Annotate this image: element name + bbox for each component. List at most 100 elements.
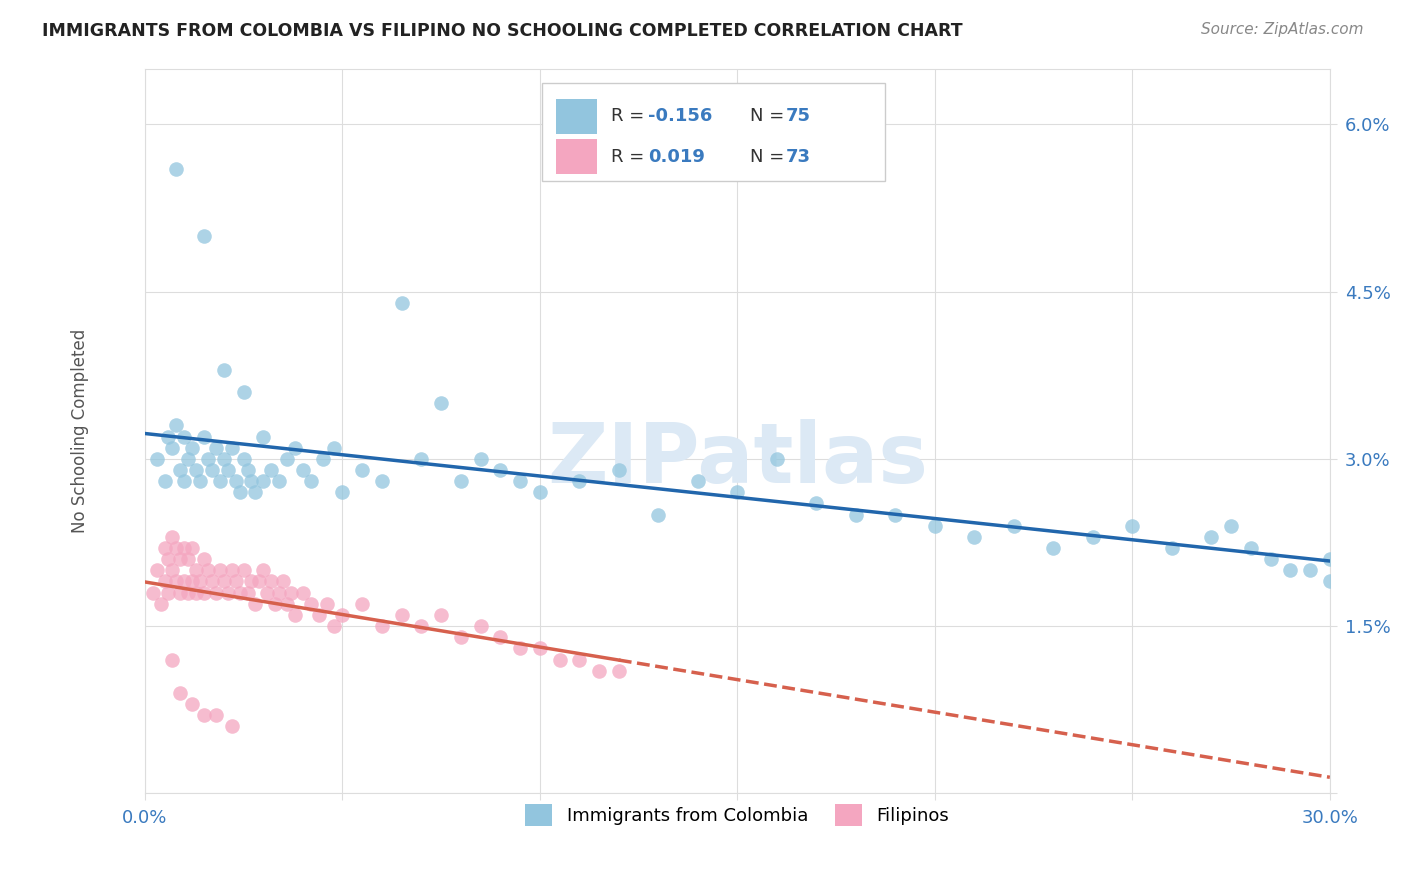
Point	[489, 630, 512, 644]
Point	[276, 597, 298, 611]
FancyBboxPatch shape	[541, 83, 886, 181]
Point	[391, 295, 413, 310]
Point	[181, 541, 204, 555]
Point	[1240, 541, 1263, 555]
Text: 73: 73	[786, 148, 811, 166]
Point	[228, 485, 250, 500]
Point	[240, 474, 263, 488]
Point	[450, 474, 472, 488]
Point	[284, 607, 307, 622]
Point	[529, 641, 551, 656]
Point	[245, 597, 267, 611]
Point	[165, 418, 187, 433]
Point	[430, 396, 453, 410]
Point	[157, 585, 180, 599]
Point	[430, 607, 453, 622]
Point	[588, 664, 610, 678]
Point	[225, 474, 247, 488]
Point	[686, 474, 709, 488]
Point	[766, 451, 789, 466]
FancyBboxPatch shape	[555, 139, 598, 174]
Text: N =: N =	[751, 107, 790, 126]
Point	[924, 518, 946, 533]
Point	[1042, 541, 1064, 555]
Point	[299, 597, 322, 611]
Point	[173, 429, 195, 443]
Point	[181, 574, 204, 589]
Point	[162, 563, 184, 577]
Point	[153, 474, 176, 488]
Point	[157, 552, 180, 566]
Point	[352, 597, 374, 611]
Text: 0.019: 0.019	[648, 148, 706, 166]
Point	[280, 585, 302, 599]
Point	[1121, 518, 1143, 533]
Text: N =: N =	[751, 148, 790, 166]
Y-axis label: No Schooling Completed: No Schooling Completed	[72, 329, 89, 533]
Point	[205, 585, 228, 599]
Point	[1299, 563, 1322, 577]
Point	[260, 574, 283, 589]
Point	[1279, 563, 1302, 577]
Point	[225, 574, 247, 589]
Point	[145, 563, 167, 577]
Point	[269, 474, 291, 488]
Point	[291, 463, 314, 477]
Point	[201, 463, 224, 477]
Point	[188, 474, 211, 488]
Point	[240, 574, 263, 589]
Point	[607, 463, 630, 477]
Point	[568, 652, 591, 666]
Point	[177, 552, 200, 566]
Point	[236, 585, 259, 599]
Point	[221, 563, 243, 577]
Point	[252, 563, 274, 577]
Point	[212, 451, 235, 466]
Text: R =: R =	[610, 107, 650, 126]
Text: Source: ZipAtlas.com: Source: ZipAtlas.com	[1201, 22, 1364, 37]
FancyBboxPatch shape	[555, 99, 598, 134]
Point	[725, 485, 748, 500]
Point	[162, 530, 184, 544]
Point	[509, 641, 531, 656]
Point	[647, 508, 669, 522]
Point	[411, 619, 433, 633]
Point	[308, 607, 330, 622]
Point	[153, 541, 176, 555]
Point	[256, 585, 278, 599]
Point	[470, 619, 492, 633]
Point	[205, 708, 228, 723]
Point	[963, 530, 986, 544]
Point	[157, 429, 180, 443]
Text: 75: 75	[786, 107, 811, 126]
Point	[806, 496, 828, 510]
Point	[193, 585, 215, 599]
Point	[284, 441, 307, 455]
Point	[162, 441, 184, 455]
Point	[411, 451, 433, 466]
Point	[252, 474, 274, 488]
Point	[568, 474, 591, 488]
Point	[1220, 518, 1243, 533]
Point	[232, 451, 254, 466]
Point	[1319, 552, 1341, 566]
Point	[245, 485, 267, 500]
Point	[145, 451, 167, 466]
Point	[193, 228, 215, 243]
Point	[1201, 530, 1223, 544]
Point	[173, 474, 195, 488]
Point	[165, 541, 187, 555]
Point	[142, 585, 165, 599]
Point	[470, 451, 492, 466]
Point	[489, 463, 512, 477]
Point	[330, 607, 353, 622]
Point	[299, 474, 322, 488]
Point	[221, 441, 243, 455]
Point	[173, 574, 195, 589]
Point	[165, 161, 187, 176]
Point	[1002, 518, 1025, 533]
Point	[330, 485, 353, 500]
Point	[371, 619, 394, 633]
Point	[193, 429, 215, 443]
Point	[149, 597, 172, 611]
